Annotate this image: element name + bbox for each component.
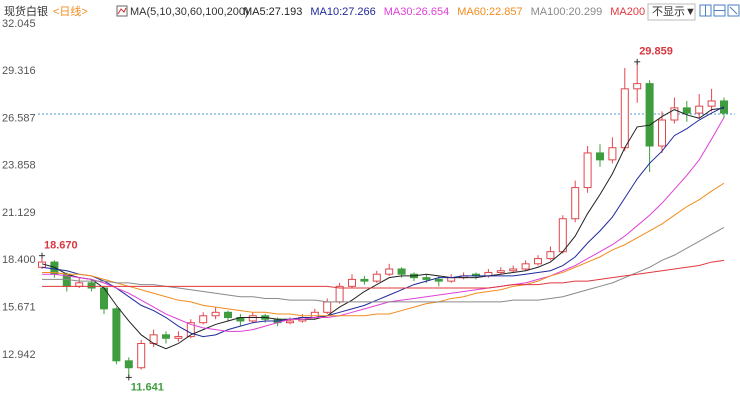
period-label[interactable]: <日线> [53, 4, 88, 18]
candle-body [521, 263, 530, 270]
candle-body [335, 285, 344, 303]
candle-body [211, 311, 220, 317]
candle-body [124, 360, 133, 369]
ma-line [42, 182, 725, 317]
y-tick-label: 21.129 [2, 207, 36, 219]
ma-line [42, 117, 725, 332]
candle-body [360, 278, 369, 282]
candle-body [199, 315, 208, 324]
y-tick-label: 26.587 [2, 112, 36, 124]
candle-body [695, 105, 704, 114]
candle-body [137, 342, 146, 369]
toggle-label[interactable]: 不显示▼ [652, 5, 696, 18]
candle-body [434, 278, 443, 282]
y-tick-label: 32.045 [2, 18, 36, 30]
ma-icon [116, 5, 128, 17]
ma-icon-line [117, 7, 127, 15]
y-tick-label: 29.316 [2, 65, 36, 77]
candle-body [447, 277, 456, 282]
candle-body [583, 152, 592, 189]
plot-area: 12.942 15.671 18.400 21.129 23.858 26.587 29.3… [2, 18, 735, 393]
tool-icon-detail [729, 6, 738, 15]
candle-body [546, 251, 555, 260]
annotation-label: 29.859 [639, 46, 673, 58]
ma-line [42, 227, 725, 303]
candle-body [645, 83, 654, 147]
tool-icon[interactable] [727, 4, 740, 17]
legend-entry: MA10:27.266 [310, 6, 375, 18]
ma-line [41, 107, 725, 350]
candle-body [608, 147, 617, 161]
candle-body [633, 83, 642, 90]
candle-body [534, 258, 542, 265]
candle-body [174, 336, 183, 339]
candle-body [186, 322, 195, 338]
candle-body [397, 268, 406, 275]
candle-body [509, 268, 518, 272]
y-tick-label: 15.671 [2, 302, 36, 314]
candle-body [558, 218, 567, 253]
candle-body [348, 278, 356, 287]
y-tick-label: 23.858 [2, 160, 36, 172]
candle-body [571, 187, 580, 220]
candle-body [372, 273, 381, 282]
annotation-label: 11.641 [131, 381, 164, 393]
toggle-button[interactable] [647, 3, 696, 21]
chart-title: 现货白银 [4, 4, 48, 18]
header: 现货白银 <日线> MA(5,10,30,60,100,200) 不显示▼ [4, 3, 740, 21]
candle-body [162, 334, 170, 339]
candle-body [670, 107, 679, 121]
candle-body [658, 119, 666, 147]
candle-body [323, 301, 332, 313]
candle-body [385, 268, 394, 275]
legend-entry: MA60:22.857 [457, 6, 522, 18]
candle-body [87, 282, 96, 289]
legend-entry: MA200 [610, 6, 645, 18]
legend-entry: MA30:26.654 [384, 6, 449, 18]
candle-body [224, 311, 232, 319]
candle-body [286, 320, 294, 324]
y-tick-label: 12.942 [2, 349, 36, 361]
ma-line [41, 106, 725, 338]
legend-entry: MA100:20.299 [531, 6, 603, 18]
y-tick-label: 18.400 [2, 254, 36, 266]
candle-body [707, 100, 716, 107]
candle-body [112, 308, 121, 362]
candle-body [248, 315, 257, 322]
candle-body [496, 270, 505, 273]
candle-body [422, 277, 431, 280]
candle-body [75, 282, 84, 287]
ma-label: MA(5,10,30,60,100,200) [130, 6, 249, 18]
legend: MA5:27.193 MA10:27.266 MA30:26.654 MA60:22.… [243, 6, 645, 18]
candle-body [682, 107, 691, 114]
annotation-label: 18.670 [44, 240, 78, 252]
candle-body [596, 152, 604, 161]
legend-entry: MA5:27.193 [243, 6, 302, 18]
candle-body [620, 88, 629, 149]
ma-line [42, 259, 725, 289]
